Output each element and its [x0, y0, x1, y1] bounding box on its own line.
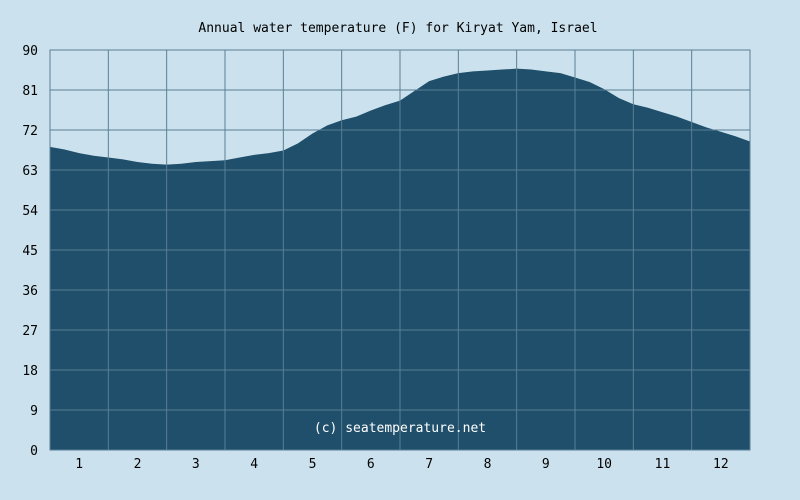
- y-tick-label: 0: [30, 444, 38, 459]
- x-tick-label: 2: [134, 457, 142, 472]
- x-tick-label: 10: [596, 457, 612, 472]
- y-tick-label: 36: [22, 284, 38, 299]
- x-tick-label: 8: [484, 457, 492, 472]
- y-tick-label: 27: [22, 324, 38, 339]
- watermark: (c) seatemperature.net: [314, 421, 486, 436]
- y-tick-label: 81: [22, 84, 38, 99]
- x-tick-label: 11: [655, 457, 671, 472]
- plot-border: [49, 49, 751, 451]
- y-axis-ticks: 0 9 18 27 36 45 54 63 72 81 90: [22, 44, 38, 459]
- x-tick-label: 5: [309, 457, 317, 472]
- y-tick-label: 54: [22, 204, 38, 219]
- x-tick-label: 12: [713, 457, 729, 472]
- grid-layer: [49, 49, 751, 451]
- y-tick-label: 18: [22, 364, 38, 379]
- y-tick-label: 63: [22, 164, 38, 179]
- chart-title: Annual water temperature (F) for Kiryat …: [198, 21, 597, 36]
- y-tick-label: 90: [22, 44, 38, 59]
- x-tick-label: 3: [192, 457, 200, 472]
- x-tick-label: 7: [425, 457, 433, 472]
- x-tick-label: 6: [367, 457, 375, 472]
- y-tick-label: 9: [30, 404, 38, 419]
- x-tick-label: 1: [75, 457, 83, 472]
- y-tick-label: 72: [22, 124, 38, 139]
- x-tick-label: 4: [250, 457, 258, 472]
- x-axis-ticks: 1 2 3 4 5 6 7 8 9 10 11 12: [75, 457, 728, 472]
- x-tick-label: 9: [542, 457, 550, 472]
- y-tick-label: 45: [22, 244, 38, 259]
